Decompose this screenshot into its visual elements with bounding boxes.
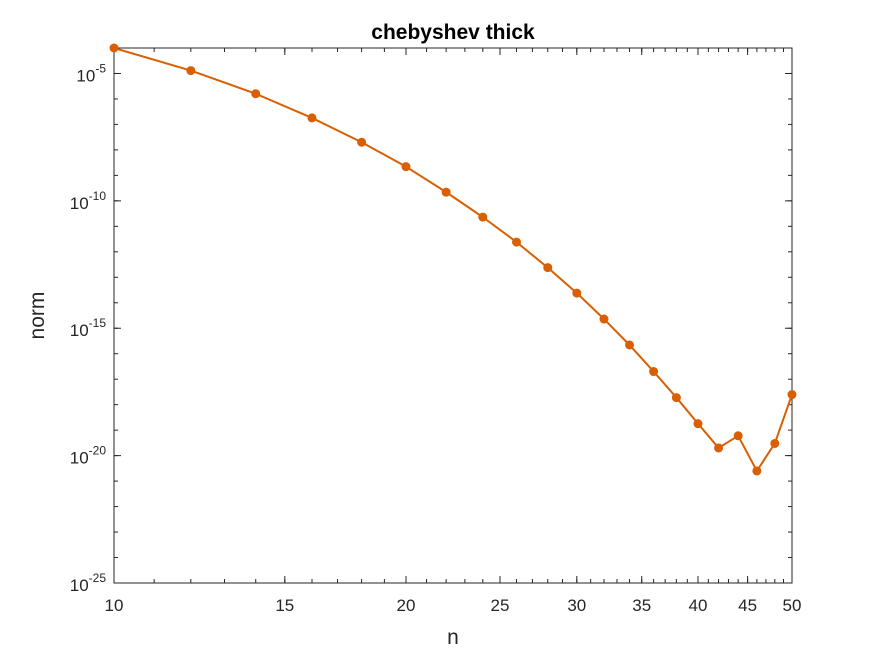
data-point [512,237,522,247]
x-tick-label: 15 [275,596,294,615]
x-tick-label: 10 [105,596,124,615]
data-point [649,367,659,377]
data-point [625,340,635,350]
y-tick-label: 10-5 [76,61,106,85]
plot-area [114,48,792,583]
data-point [787,390,797,400]
x-axis-label: n [447,626,459,649]
axis-box [113,47,793,584]
data-point [733,431,743,441]
y-tick-label: 10-25 [70,571,107,595]
y-tick-labels: 10-25 10-20 10-15 10-10 10-5 [70,61,107,595]
x-tick-label: 20 [397,596,416,615]
x-tick-label: 35 [632,596,651,615]
series-layer [109,43,797,476]
data-point [357,137,367,147]
chart-title: chebyshev thick [371,21,535,44]
x-tick-label: 50 [783,596,802,615]
minor-ticks [113,47,793,584]
x-tick-label: 25 [491,596,510,615]
x-tick-label: 45 [738,596,757,615]
x-tick-label: 40 [689,596,708,615]
y-tick-label: 10-10 [70,189,107,213]
x-tick-labels: 10 15 20 25 30 35 40 45 50 [105,596,802,615]
y-tick-label: 10-20 [70,444,107,468]
data-point [401,162,411,172]
data-point [307,113,317,123]
data-point [693,419,703,429]
data-point [251,89,261,99]
data-point [752,466,762,476]
data-point [441,187,451,197]
data-point [599,314,609,324]
data-point [543,263,553,273]
data-point [714,443,724,453]
data-point [671,393,681,403]
axis-frame [113,47,793,584]
y-tick-label: 10-15 [70,316,107,340]
data-point [770,438,780,448]
data-point [109,43,119,53]
data-point [572,288,582,298]
y-axis-label: norm [26,292,49,340]
data-point [478,212,488,222]
data-point [186,66,196,76]
x-tick-label: 30 [567,596,586,615]
